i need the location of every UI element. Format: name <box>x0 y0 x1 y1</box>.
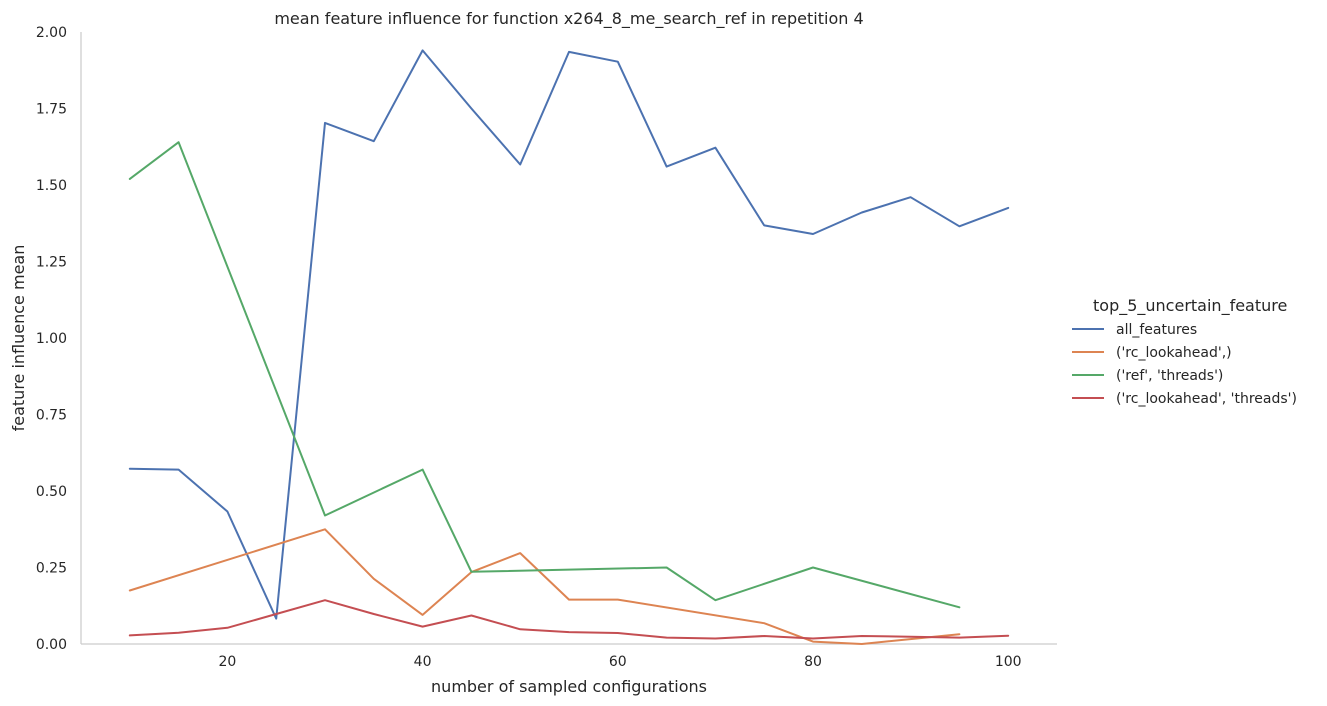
y-tick-label: 1.75 <box>36 102 67 118</box>
y-tick-label: 0.75 <box>36 408 67 424</box>
legend: top_5_uncertain_feature all_features ('rc… <box>1072 296 1297 407</box>
y-tick-label: 0.25 <box>36 561 67 577</box>
legend-item: ('ref', 'threads') <box>1072 368 1223 384</box>
y-axis-title: feature influence mean <box>9 245 28 432</box>
x-tick-label: 80 <box>804 654 822 670</box>
y-tick-label: 1.00 <box>36 331 67 347</box>
legend-label: ('rc_lookahead',) <box>1116 345 1232 361</box>
y-tick-label: 1.50 <box>36 178 67 194</box>
legend-label: ('rc_lookahead', 'threads') <box>1116 391 1297 407</box>
y-ticks: 0.00 0.25 0.50 0.75 1.00 1.25 1.50 1.75 2.00 <box>36 25 67 653</box>
series-line-2 <box>128 141 961 609</box>
legend-label: ('ref', 'threads') <box>1116 368 1223 384</box>
series-line-0 <box>128 49 1010 620</box>
legend-item: ('rc_lookahead', 'threads') <box>1072 391 1297 407</box>
series-line-3 <box>128 599 1010 640</box>
x-tick-label: 60 <box>609 654 627 670</box>
series-lines <box>128 49 1010 645</box>
x-tick-label: 20 <box>218 654 236 670</box>
legend-item: all_features <box>1072 322 1197 338</box>
x-tick-label: 40 <box>414 654 432 670</box>
plot-area: 0.00 0.25 0.50 0.75 1.00 1.25 1.50 1.75 2.00 20 4… <box>36 25 1057 670</box>
legend-items: all_features ('rc_lookahead',) ('ref', 'th… <box>1072 322 1297 407</box>
series-line-1 <box>128 528 961 645</box>
y-tick-label: 0.50 <box>36 484 67 500</box>
legend-item: ('rc_lookahead',) <box>1072 345 1232 361</box>
legend-title: top_5_uncertain_feature <box>1093 296 1287 316</box>
x-ticks: 20 40 60 80 100 <box>218 654 1021 670</box>
y-tick-label: 0.00 <box>36 637 67 653</box>
y-tick-label: 1.25 <box>36 255 67 271</box>
x-axis-title: number of sampled configurations <box>431 677 707 696</box>
y-tick-label: 2.00 <box>36 25 67 41</box>
chart-title: mean feature influence for function x264… <box>274 9 863 29</box>
legend-label: all_features <box>1116 322 1197 338</box>
x-tick-label: 100 <box>995 654 1022 670</box>
